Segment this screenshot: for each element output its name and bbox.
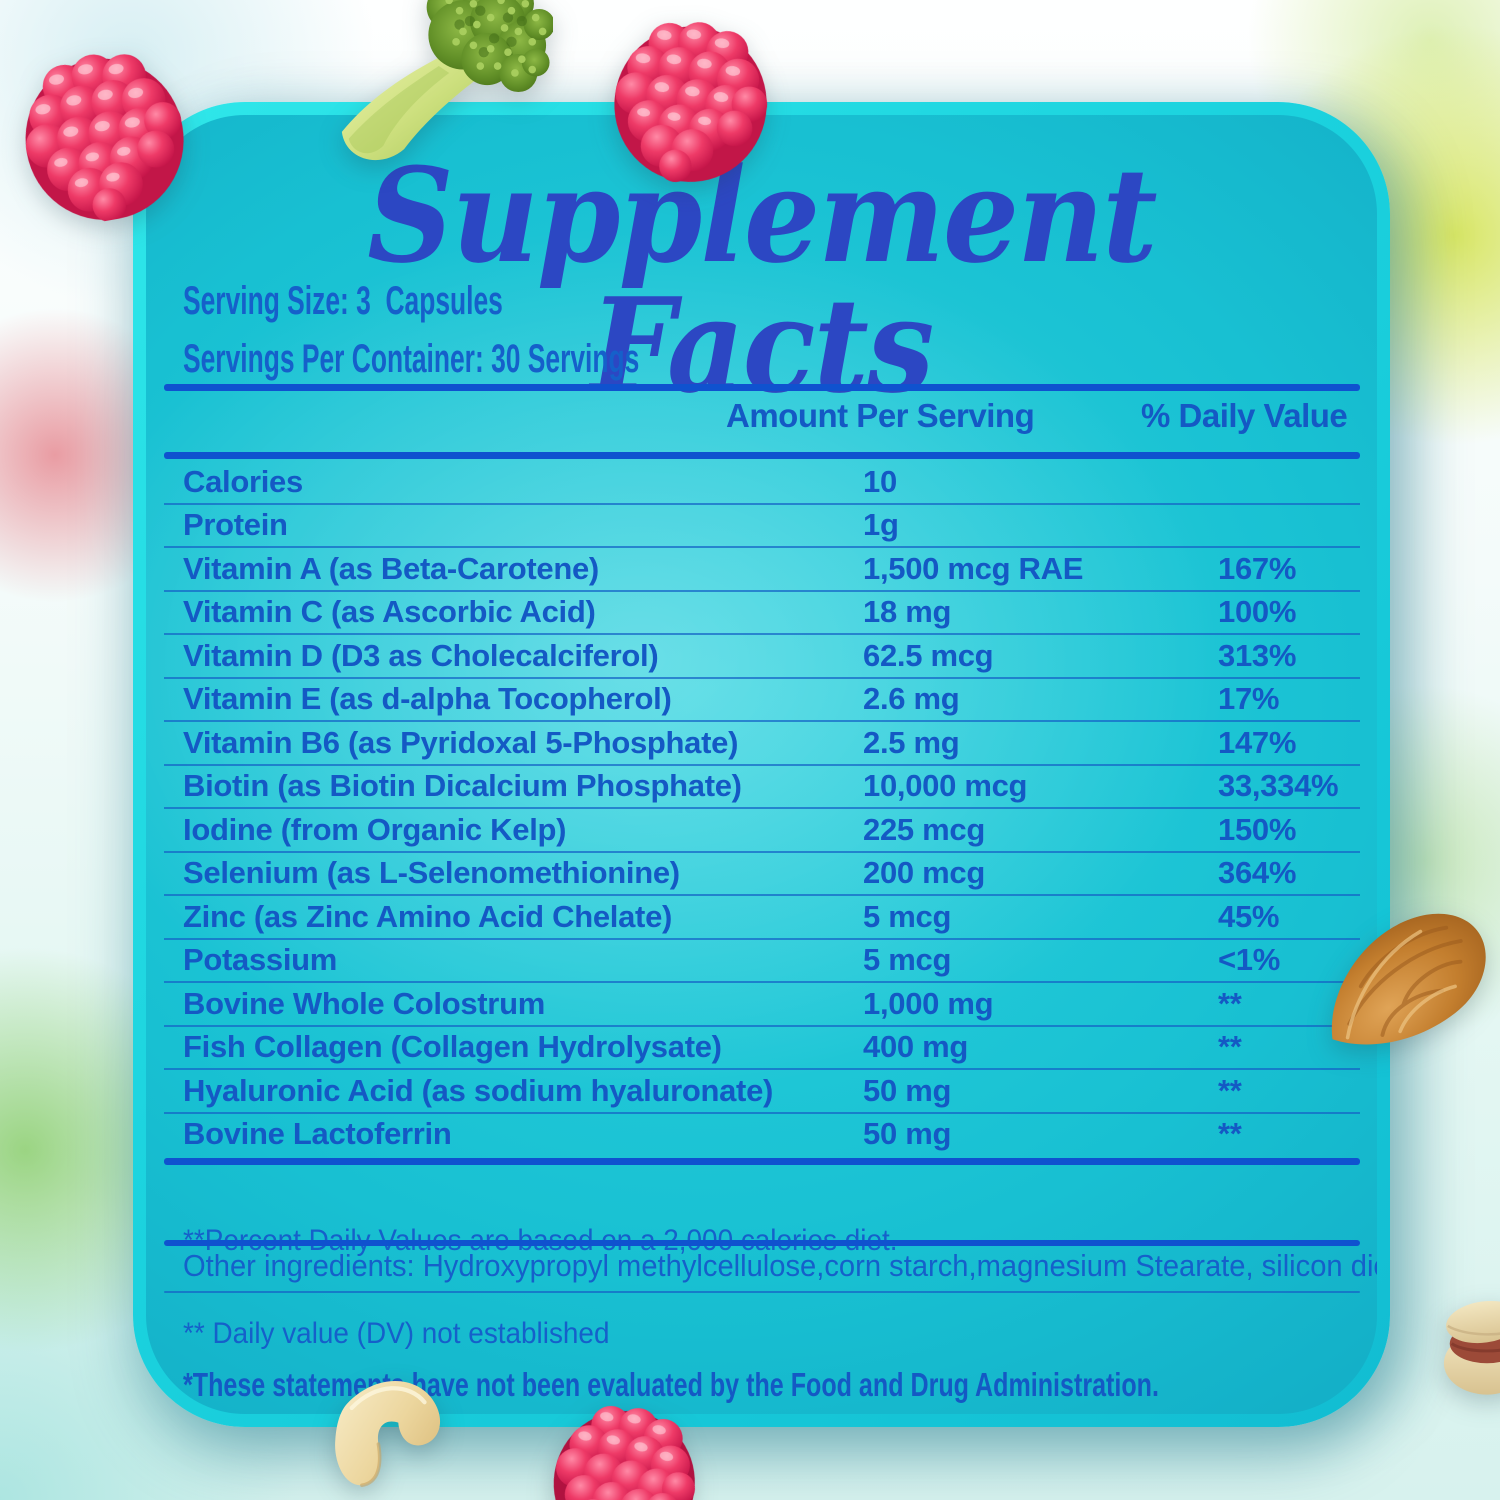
table-row: Calories 10	[164, 461, 1360, 505]
nutrient-daily-value: 364%	[1218, 855, 1297, 891]
nutrient-name: Iodine (from Organic Kelp)	[183, 811, 567, 847]
table-row: Iodine (from Organic Kelp) 225 mcg 150%	[164, 809, 1360, 853]
disclaimer-line-1: *These statements have not been evaluate…	[183, 1366, 1159, 1403]
nutrient-name: Vitamin D (D3 as Cholecalciferol)	[183, 637, 659, 673]
nutrient-daily-value: 313%	[1218, 637, 1297, 673]
table-row: Bovine Whole Colostrum 1,000 mg **	[164, 983, 1360, 1027]
cashew-icon	[315, 1366, 467, 1500]
nutrient-daily-value: **	[1218, 1116, 1242, 1152]
nutrient-daily-value: **	[1218, 985, 1242, 1021]
nutrient-amount: 10	[863, 463, 897, 499]
other-ingredients: Other ingredients: Hydroxypropyl methylc…	[183, 1248, 1377, 1283]
table-row: Fish Collagen (Collagen Hydrolysate) 400…	[164, 1027, 1360, 1070]
column-header-amount: Amount Per Serving	[726, 397, 1035, 434]
nutrient-daily-value: 33,334%	[1218, 768, 1339, 804]
divider-thick	[164, 452, 1360, 459]
nutrient-amount: 10,000 mcg	[863, 768, 1028, 804]
nutrient-name: Vitamin B6 (as Pyridoxal 5-Phosphate)	[183, 724, 739, 760]
nutrient-amount: 1,000 mg	[863, 985, 994, 1021]
nutrient-amount: 62.5 mcg	[863, 637, 994, 673]
nutrient-name: Potassium	[183, 942, 338, 978]
nutrient-name: Calories	[183, 463, 303, 499]
divider-thick	[164, 1158, 1360, 1165]
table-row: Hyaluronic Acid (as sodium hyaluronate) …	[164, 1070, 1360, 1114]
table-row: Vitamin B6 (as Pyridoxal 5-Phosphate) 2.…	[164, 722, 1360, 766]
nutrient-daily-value: <1%	[1218, 942, 1281, 978]
broccoli-icon	[328, 0, 553, 185]
nutrient-amount: 1,500 mcg RAE	[863, 550, 1084, 586]
almond-icon	[1300, 860, 1500, 1105]
table-row: Vitamin D (D3 as Cholecalciferol) 62.5 m…	[164, 635, 1360, 679]
nutrient-name: Biotin (as Biotin Dicalcium Phosphate)	[183, 768, 742, 804]
nutrient-daily-value: 147%	[1218, 724, 1297, 760]
nutrient-table: Calories 10 Protein 1g Vitamin A (as Bet…	[164, 461, 1360, 1155]
supplement-facts-card: Supplement Facts Serving Size: 3 Capsule…	[133, 102, 1390, 1427]
table-row: Bovine Lactoferrin 50 mg **	[164, 1114, 1360, 1156]
nutrient-name: Selenium (as L-Selenomethionine)	[183, 855, 680, 891]
raspberry-icon	[1, 38, 207, 235]
table-row: Protein 1g	[164, 505, 1360, 548]
divider-thick	[164, 384, 1360, 391]
nutrient-amount: 50 mg	[863, 1072, 952, 1108]
nutrient-amount: 2.5 mg	[863, 724, 960, 760]
nutrient-daily-value: **	[1218, 1029, 1242, 1065]
nutrient-daily-value: 150%	[1218, 811, 1297, 847]
nutrient-name: Bovine Lactoferrin	[183, 1116, 452, 1152]
nutrient-daily-value: **	[1218, 1072, 1242, 1108]
nutrient-name: Zinc (as Zinc Amino Acid Chelate)	[183, 898, 673, 934]
nutrient-name: Vitamin C (as Ascorbic Acid)	[183, 594, 596, 630]
table-row: Vitamin A (as Beta-Carotene) 1,500 mcg R…	[164, 548, 1360, 592]
nutrient-amount: 5 mcg	[863, 898, 952, 934]
serving-size-label: Serving Size: 3 Capsules	[183, 279, 503, 323]
nutrient-amount: 2.6 mg	[863, 681, 960, 717]
raspberry-icon	[534, 1389, 716, 1500]
divider-thick	[164, 1240, 1360, 1246]
nutrient-daily-value: 167%	[1218, 550, 1297, 586]
nutrient-name: Hyaluronic Acid (as sodium hyaluronate)	[183, 1072, 774, 1108]
nutrient-name: Vitamin E (as d-alpha Tocopherol)	[183, 681, 672, 717]
table-row: Zinc (as Zinc Amino Acid Chelate) 5 mcg …	[164, 896, 1360, 940]
nutrient-daily-value: 100%	[1218, 594, 1297, 630]
nutrient-amount: 225 mcg	[863, 811, 985, 847]
pistachio-icon	[1438, 1290, 1500, 1408]
page-title: Supplement Facts	[367, 139, 1157, 422]
footnote-dv-not-established: ** Daily value (DV) not established	[183, 1317, 610, 1350]
fda-disclaimer: *These statements have not been evaluate…	[183, 1302, 1159, 1414]
servings-per-container-label: Servings Per Container: 30 Servings	[183, 337, 640, 381]
nutrient-amount: 5 mcg	[863, 942, 952, 978]
nutrient-amount: 50 mg	[863, 1116, 952, 1152]
nutrient-name: Vitamin A (as Beta-Carotene)	[183, 550, 599, 586]
table-row: Selenium (as L-Selenomethionine) 200 mcg…	[164, 853, 1360, 896]
column-header-daily-value: % Daily Value	[1141, 397, 1348, 434]
nutrient-amount: 200 mcg	[863, 855, 985, 891]
table-row: Potassium 5 mcg <1%	[164, 940, 1360, 983]
divider-thin	[164, 1291, 1360, 1293]
table-row: Vitamin C (as Ascorbic Acid) 18 mg 100%	[164, 592, 1360, 635]
nutrient-amount: 18 mg	[863, 594, 952, 630]
nutrient-name: Protein	[183, 507, 288, 543]
nutrient-name: Fish Collagen (Collagen Hydrolysate)	[183, 1029, 722, 1065]
raspberry-icon	[598, 0, 784, 202]
supplement-facts-panel: Supplement Facts Serving Size: 3 Capsule…	[146, 115, 1377, 1414]
nutrient-name: Bovine Whole Colostrum	[183, 985, 545, 1021]
nutrient-daily-value: 17%	[1218, 681, 1280, 717]
nutrient-amount: 1g	[863, 507, 899, 543]
nutrient-daily-value: 45%	[1218, 898, 1280, 934]
nutrient-amount: 400 mg	[863, 1029, 969, 1065]
table-row: Vitamin E (as d-alpha Tocopherol) 2.6 mg…	[164, 679, 1360, 722]
table-row: Biotin (as Biotin Dicalcium Phosphate) 1…	[164, 766, 1360, 809]
